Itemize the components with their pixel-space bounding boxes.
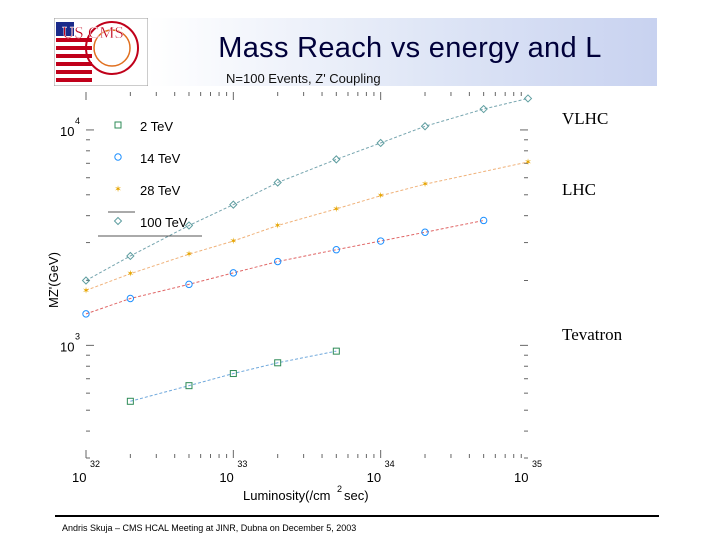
- data-point: ✶: [82, 286, 90, 296]
- data-point: [81, 276, 91, 285]
- x-tick-label: 10: [72, 470, 86, 485]
- footer-rule: [55, 515, 659, 517]
- data-point: [376, 237, 385, 245]
- x-tick-exponent: 32: [90, 459, 100, 469]
- y-tick-label: 10: [60, 339, 74, 354]
- data-point: [332, 155, 341, 164]
- tevatron-label: Tevatron: [562, 325, 623, 344]
- x-tick-exponent: 33: [237, 459, 247, 469]
- data-point: [126, 251, 135, 261]
- data-point: [126, 294, 135, 303]
- data-point: [229, 200, 238, 209]
- us-cms-logo: US CMS: [54, 18, 148, 86]
- data-point: [229, 269, 238, 277]
- data-point: ✶: [421, 180, 429, 190]
- x-tick-label: 10: [367, 470, 381, 485]
- y-tick-exponent: 3: [75, 331, 80, 341]
- header-band: [148, 18, 657, 86]
- legend-entry-2: 28 TeV: [140, 183, 181, 198]
- x-axis-label-sup: 2: [337, 484, 342, 494]
- lhc-label: LHC: [562, 180, 596, 199]
- data-point: [82, 310, 90, 318]
- data-point: [479, 216, 488, 225]
- fit-line-1: [85, 219, 484, 315]
- y-tick-label: 10: [60, 124, 74, 139]
- slide-title: Mass Reach vs energy and L: [218, 32, 602, 64]
- data-point: [185, 382, 193, 390]
- x-tick-label: 10: [514, 470, 528, 485]
- legend-marker: [113, 216, 123, 226]
- data-point: ✶: [274, 222, 282, 232]
- data-point: [273, 178, 282, 187]
- x-tick-exponent: 34: [385, 459, 395, 469]
- data-point: [420, 122, 430, 131]
- data-point: [479, 104, 488, 114]
- data-point: [229, 370, 237, 378]
- legend-marker: [114, 121, 122, 129]
- x-tick-exponent: 35: [532, 459, 542, 469]
- data-point: [332, 246, 341, 254]
- data-point: [185, 280, 193, 289]
- legend-entry-1: 14 TeV: [140, 151, 181, 166]
- data-point: [274, 359, 282, 367]
- data-point: [126, 397, 134, 405]
- vlhc-label: VLHC: [562, 109, 609, 128]
- x-tick-label: 10: [219, 470, 233, 485]
- data-point: ✶: [524, 158, 532, 168]
- data-point: [332, 347, 340, 355]
- fit-line-3: [85, 97, 529, 281]
- data-point: [523, 94, 533, 103]
- data-point: ✶: [333, 205, 341, 215]
- data-point: [273, 257, 282, 266]
- data-point: [184, 221, 194, 230]
- x-axis-label: Luminosity(/cm: [243, 488, 330, 503]
- data-point: ✶: [127, 270, 135, 280]
- legend-marker: [114, 153, 122, 161]
- slide-subtitle: N=100 Events, Z' Coupling: [226, 71, 381, 86]
- footer-text: Andris Skuja – CMS HCAL Meeting at JINR,…: [62, 523, 357, 533]
- fit-line-2: [85, 161, 529, 291]
- legend-entry-3: 100 TeV: [140, 215, 188, 230]
- legend-entry-0: 2 TeV: [140, 119, 173, 134]
- svg-text:US CMS: US CMS: [62, 23, 124, 42]
- fit-line-0: [130, 350, 337, 402]
- data-point: ✶: [377, 192, 385, 202]
- y-tick-exponent: 4: [75, 116, 80, 126]
- data-point: [376, 138, 385, 148]
- data-point: [421, 228, 429, 236]
- legend-marker: ✶: [114, 185, 122, 195]
- y-axis-label: MZ'(GeV): [46, 252, 61, 308]
- x-axis-label-tail: sec): [344, 488, 369, 503]
- data-point: ✶: [185, 250, 193, 260]
- data-point: ✶: [230, 237, 238, 247]
